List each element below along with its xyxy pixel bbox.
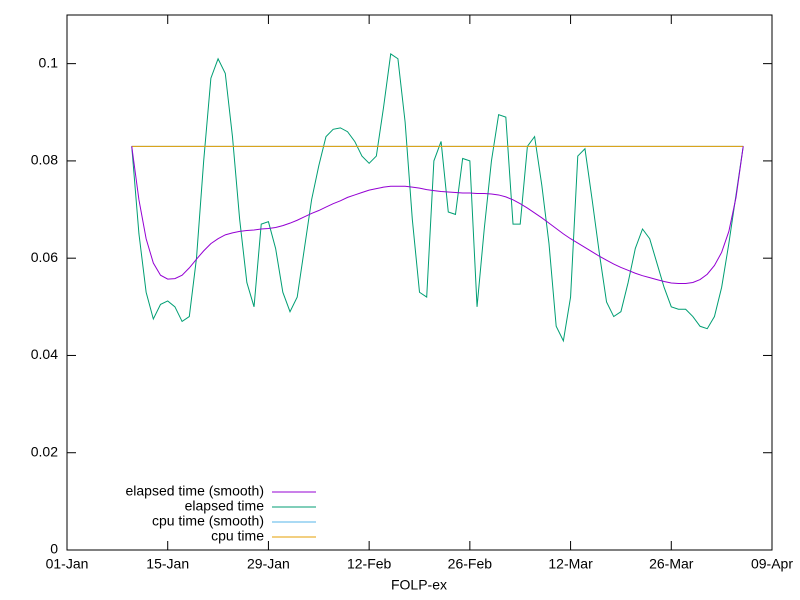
y-tick-label: 0.1 xyxy=(39,54,59,70)
x-tick-label: 12-Feb xyxy=(347,556,392,572)
y-tick-label: 0.02 xyxy=(31,443,58,459)
x-tick-label: 29-Jan xyxy=(247,556,290,572)
legend-label: cpu time xyxy=(211,528,264,544)
legend-label: cpu time (smooth) xyxy=(152,513,264,529)
series-line xyxy=(131,53,744,343)
series-line xyxy=(131,146,744,284)
plot-border xyxy=(66,14,773,551)
x-tick-label: 12-Mar xyxy=(548,556,593,572)
y-tick-label: 0.08 xyxy=(31,152,58,168)
legend-label: elapsed time (smooth) xyxy=(125,483,264,499)
x-tick-label: 15-Jan xyxy=(146,556,189,572)
x-tick-label: 26-Feb xyxy=(448,556,493,572)
y-tick-label: 0.06 xyxy=(31,249,58,265)
x-tick-label: 26-Mar xyxy=(649,556,694,572)
y-tick-label: 0 xyxy=(50,541,58,557)
x-tick-label: 09-Apr xyxy=(751,556,793,572)
legend-label: elapsed time xyxy=(185,498,265,514)
x-tick-label: 01-Jan xyxy=(46,556,89,572)
y-tick-label: 0.04 xyxy=(31,346,58,362)
x-axis-label: FOLP-ex xyxy=(391,577,447,593)
